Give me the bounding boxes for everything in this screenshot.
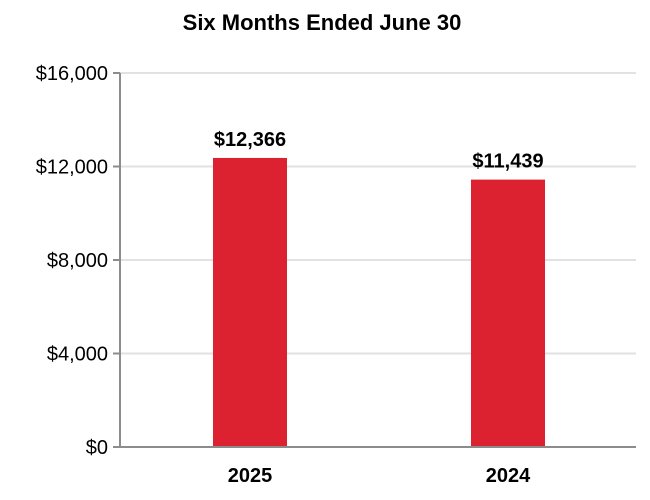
y-tick-label: $12,000 bbox=[36, 157, 108, 179]
y-tick-label: $0 bbox=[86, 437, 108, 459]
x-tick-label: 2025 bbox=[228, 465, 273, 487]
bar-2025 bbox=[213, 157, 287, 447]
y-tick-label: $16,000 bbox=[36, 63, 108, 85]
chart-title: Six Months Ended June 30 bbox=[183, 10, 462, 35]
labels: $0 $4,000 $8,000 $12,000 $16,000 $12,366 2025 $… bbox=[36, 63, 544, 487]
data-label: $12,366 bbox=[214, 129, 286, 151]
bars bbox=[213, 157, 545, 447]
y-tick-label: $8,000 bbox=[47, 250, 108, 272]
x-tick-label: 2024 bbox=[486, 465, 531, 487]
bar-2024 bbox=[471, 179, 545, 447]
y-tick-label: $4,000 bbox=[47, 344, 108, 366]
axes bbox=[113, 72, 636, 448]
gridlines bbox=[120, 72, 636, 355]
data-label: $11,439 bbox=[472, 151, 543, 173]
